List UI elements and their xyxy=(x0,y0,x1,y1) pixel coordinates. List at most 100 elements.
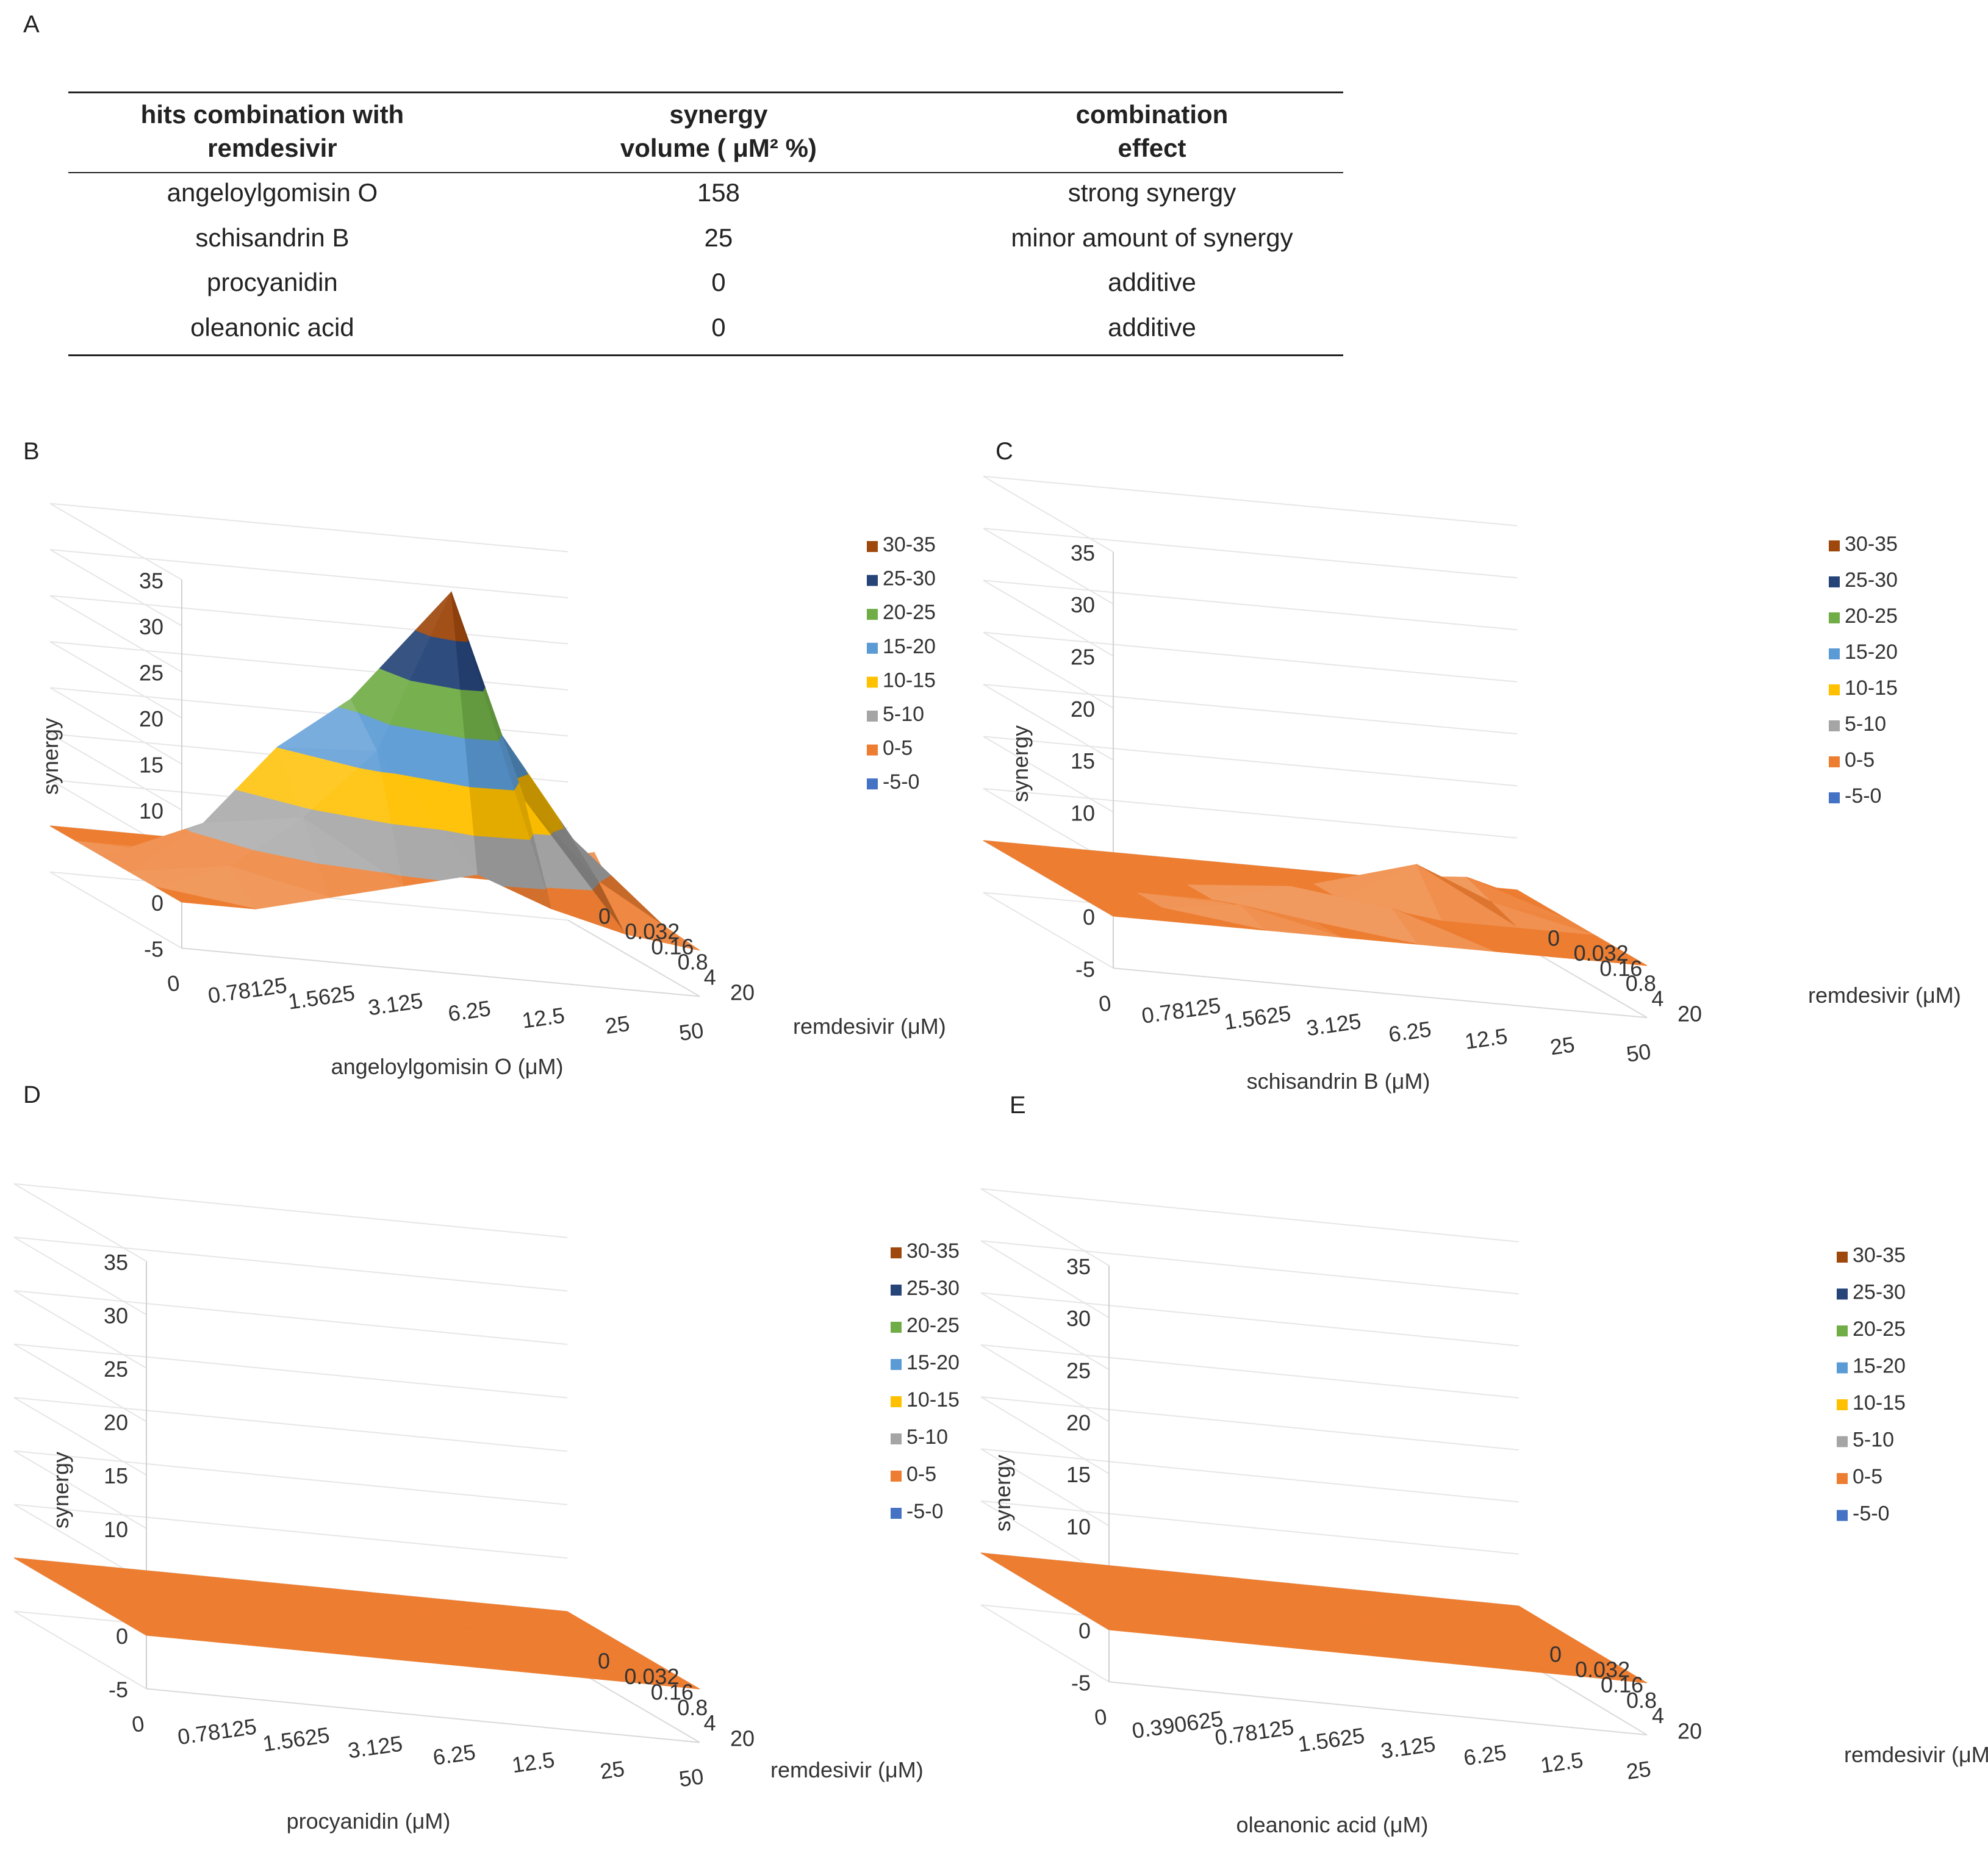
y-tick-label: 4 xyxy=(1651,986,1663,1011)
table-cell-effect: strong synergy xyxy=(1068,178,1236,207)
z-tick-label: 0 xyxy=(151,891,163,916)
table-cell-effect: minor amount of synergy xyxy=(1011,223,1293,252)
z-tick-label: 10 xyxy=(1066,1514,1091,1539)
gridline-back xyxy=(983,528,1518,579)
x-tick-label: 25 xyxy=(603,1011,631,1039)
x-tick-label: 6.25 xyxy=(431,1739,477,1770)
surface-facet xyxy=(455,640,484,692)
x-tick-label: 50 xyxy=(678,1763,705,1791)
legend-label: 10-15 xyxy=(1853,1391,1906,1415)
x-tick-label: 0.390625 xyxy=(1130,1706,1224,1743)
y-axis-title: remdesivir (μM) xyxy=(1808,983,1961,1008)
legend-label: 0-5 xyxy=(1853,1465,1882,1488)
x-tick-label: 50 xyxy=(678,1017,705,1045)
z-tick-label: 35 xyxy=(1071,540,1095,565)
surface-facet xyxy=(502,885,553,910)
y-tick-label: 0 xyxy=(1548,925,1560,950)
z-tick-label: 10 xyxy=(104,1517,128,1542)
z-axis-title: synergy xyxy=(990,1455,1015,1532)
z-tick-label: 0 xyxy=(116,1624,128,1649)
surface-chart-d: 35302520151050-500.781251.56253.1256.251… xyxy=(13,1183,960,1834)
legend-swatch xyxy=(1837,1288,1848,1300)
z-axis-title: synergy xyxy=(48,1452,73,1529)
z-tick-label: 0 xyxy=(1083,905,1095,930)
y-axis-title: remdesivir (μM) xyxy=(770,1757,924,1782)
gridline-back xyxy=(983,579,1518,631)
surface-facet xyxy=(1240,904,1343,938)
surface-facet xyxy=(1313,1637,1417,1661)
legend-label: -5-0 xyxy=(1845,784,1881,808)
surface-facet xyxy=(1160,1621,1263,1646)
z-tick-label: 20 xyxy=(1066,1410,1091,1435)
legend-label: 25-30 xyxy=(906,1277,960,1300)
legend-swatch xyxy=(867,609,878,620)
surface-facet xyxy=(572,839,611,883)
x-tick-label: 0.78125 xyxy=(176,1713,259,1749)
gridline-side xyxy=(980,1344,1110,1422)
table-cell-effect: additive xyxy=(1108,312,1196,342)
legend-swatch xyxy=(891,1508,902,1519)
gridline-back xyxy=(13,1397,568,1452)
surface-facet xyxy=(1083,1614,1186,1638)
table-header-rule xyxy=(68,172,1343,173)
gridline-back xyxy=(980,1188,1520,1242)
x-tick-label: 3.125 xyxy=(1305,1008,1363,1041)
y-tick-label: 0.16 xyxy=(1601,1673,1643,1698)
y-tick-label: 0.8 xyxy=(1626,1688,1657,1713)
surface-facet xyxy=(1544,1659,1648,1684)
panel-label-b: B xyxy=(23,438,40,465)
legend-swatch xyxy=(867,541,878,552)
gridline-side xyxy=(983,892,1114,969)
legend-label: 30-35 xyxy=(883,533,936,556)
legend-swatch xyxy=(1829,576,1840,587)
z-tick-label: 25 xyxy=(1071,645,1095,670)
table-bottom-rule xyxy=(68,354,1343,356)
gridline-back xyxy=(983,631,1518,683)
gridline-side xyxy=(980,1240,1110,1319)
y-tick-label: 0.032 xyxy=(1574,941,1629,966)
legend-label: -5-0 xyxy=(1853,1502,1889,1526)
legend-swatch xyxy=(867,642,878,654)
x-axis-line xyxy=(1113,967,1648,1019)
legend-label: -5-0 xyxy=(883,770,919,794)
table-row: oleanonic acid 0 additive xyxy=(68,306,1343,351)
y-tick-label: 20 xyxy=(1678,1718,1702,1743)
y-tick-label: 0.032 xyxy=(625,919,680,944)
gridline-back xyxy=(13,1504,568,1559)
surface-facet xyxy=(525,801,551,836)
x-tick-label: 25 xyxy=(1625,1756,1652,1784)
surface-facet xyxy=(1316,922,1419,945)
gridline-back xyxy=(49,549,569,598)
legend-swatch xyxy=(1829,684,1840,695)
y-tick-label: 0.8 xyxy=(677,1695,708,1720)
gridline-side xyxy=(49,641,182,719)
gridline-back xyxy=(49,641,569,690)
y-tick-label: 4 xyxy=(704,965,716,990)
table-cell-volume: 25 xyxy=(704,223,733,252)
table-header-row: hits combination with remdesivir synergy… xyxy=(68,91,1343,171)
gridline-side xyxy=(49,871,182,949)
surface-facet xyxy=(1468,936,1571,959)
legend-label: 25-30 xyxy=(1853,1281,1906,1304)
x-axis-title: schisandrin B (μM) xyxy=(1247,1069,1430,1094)
surface-facet xyxy=(515,1657,621,1682)
z-tick-label: 35 xyxy=(1066,1254,1091,1279)
x-tick-label: 0 xyxy=(165,970,181,996)
header-synergy-volume: synergy volume ( μM² %) xyxy=(620,100,817,162)
table-cell-compound: angeloylgomisin O xyxy=(167,178,378,207)
table-cell-effect: additive xyxy=(1108,268,1196,297)
gridline-side xyxy=(980,1448,1110,1527)
gridline-back xyxy=(983,684,1518,735)
legend-label: 30-35 xyxy=(1853,1244,1906,1267)
gridline-back xyxy=(983,787,1518,839)
table-cell-volume: 0 xyxy=(711,268,726,297)
surface-facet xyxy=(1087,900,1190,924)
z-axis-title: synergy xyxy=(1008,725,1033,802)
z-tick-label: 15 xyxy=(1066,1462,1091,1487)
legend-label: 20-25 xyxy=(883,601,936,624)
legend-label: 25-30 xyxy=(883,567,936,590)
y-tick-label: 20 xyxy=(730,980,755,1005)
surface-facet xyxy=(598,881,700,951)
synergy-summary-table: hits combination with remdesivir synergy… xyxy=(68,91,1343,350)
legend-label: 30-35 xyxy=(906,1239,960,1263)
